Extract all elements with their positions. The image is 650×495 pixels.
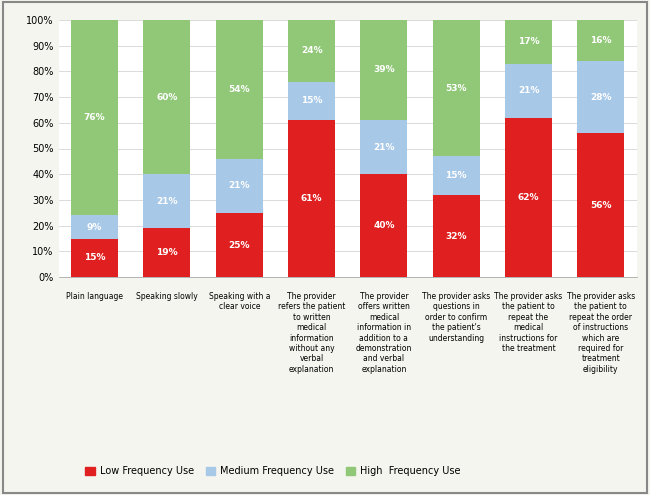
Text: 54%: 54% [228, 85, 250, 94]
Bar [433, 195, 480, 277]
Text: 15%: 15% [301, 97, 322, 105]
Text: 28%: 28% [590, 93, 612, 101]
Text: 21%: 21% [518, 86, 540, 95]
Text: 17%: 17% [517, 37, 539, 46]
Text: 53%: 53% [445, 84, 467, 93]
Text: 19%: 19% [156, 248, 178, 257]
Bar [216, 159, 263, 213]
Text: 40%: 40% [373, 221, 395, 230]
Text: 15%: 15% [84, 253, 105, 262]
Bar [288, 120, 335, 277]
Bar [144, 228, 190, 277]
Bar [577, 133, 625, 277]
Text: 25%: 25% [229, 241, 250, 249]
Bar [216, 20, 263, 159]
Bar [505, 118, 552, 277]
Text: The provider
offers written
medical
information in
addition to a
demonstration
a: The provider offers written medical info… [356, 292, 412, 374]
Bar [360, 20, 408, 120]
Bar [360, 174, 408, 277]
Text: The provider asks
the patient to
repeat the
medical
instructions for
the treatme: The provider asks the patient to repeat … [495, 292, 563, 353]
Bar [433, 20, 480, 156]
Bar [71, 20, 118, 215]
Text: 21%: 21% [229, 181, 250, 190]
Bar [71, 239, 118, 277]
Text: 9%: 9% [87, 223, 102, 232]
Bar [433, 156, 480, 195]
Bar [288, 20, 335, 82]
Bar [360, 120, 408, 174]
Text: 16%: 16% [590, 36, 612, 45]
Text: The provider asks
questions in
order to confirm
the patient's
understanding: The provider asks questions in order to … [422, 292, 490, 343]
Text: 24%: 24% [301, 46, 322, 55]
Bar [144, 174, 190, 228]
Text: 60%: 60% [156, 93, 177, 101]
Text: 61%: 61% [301, 194, 322, 203]
Text: 21%: 21% [373, 143, 395, 151]
Text: Speaking with a
clear voice: Speaking with a clear voice [209, 292, 270, 311]
Text: The provider asks
the patient to
repeat the order
of instructions
which are
requ: The provider asks the patient to repeat … [567, 292, 635, 374]
Text: Plain language: Plain language [66, 292, 123, 301]
Bar [577, 61, 625, 133]
Bar [288, 82, 335, 120]
Legend: Low Frequency Use, Medium Frequency Use, High  Frequency Use: Low Frequency Use, Medium Frequency Use,… [81, 462, 465, 480]
Bar [216, 213, 263, 277]
Bar [144, 20, 190, 174]
Text: 56%: 56% [590, 200, 612, 209]
Text: 21%: 21% [156, 197, 177, 206]
Bar [577, 20, 625, 61]
Bar [505, 63, 552, 118]
Bar [71, 215, 118, 239]
Text: 76%: 76% [84, 113, 105, 122]
Text: 15%: 15% [445, 171, 467, 180]
Bar [505, 20, 552, 63]
Text: 32%: 32% [445, 232, 467, 241]
Text: Speaking slowly: Speaking slowly [136, 292, 198, 301]
Text: The provider
refers the patient
to written
medical
information
without any
verba: The provider refers the patient to writt… [278, 292, 345, 374]
Text: 39%: 39% [373, 65, 395, 74]
Text: 62%: 62% [518, 193, 540, 202]
